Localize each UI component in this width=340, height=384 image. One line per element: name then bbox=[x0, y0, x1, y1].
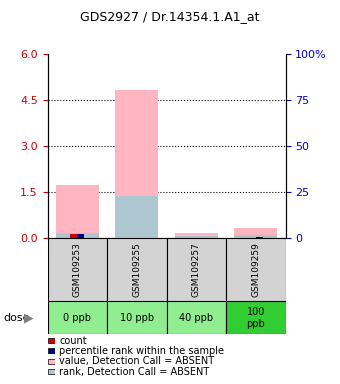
Text: ▶: ▶ bbox=[24, 311, 33, 324]
Text: percentile rank within the sample: percentile rank within the sample bbox=[59, 346, 224, 356]
Text: count: count bbox=[59, 336, 87, 346]
Bar bbox=[234, 235, 277, 238]
Bar bbox=[226, 301, 286, 334]
Text: GSM109257: GSM109257 bbox=[192, 242, 201, 297]
Text: 0 ppb: 0 ppb bbox=[63, 313, 91, 323]
Text: GSM109259: GSM109259 bbox=[251, 242, 260, 297]
Text: 10 ppb: 10 ppb bbox=[120, 313, 154, 323]
Bar bbox=[175, 236, 218, 238]
Bar bbox=[56, 185, 99, 238]
Bar bbox=[48, 348, 55, 354]
Text: value, Detection Call = ABSENT: value, Detection Call = ABSENT bbox=[59, 356, 215, 366]
Bar bbox=[167, 238, 226, 301]
Bar bbox=[48, 369, 55, 374]
Bar bbox=[77, 234, 84, 238]
Bar bbox=[175, 233, 218, 238]
Bar bbox=[234, 228, 277, 238]
Bar bbox=[56, 233, 99, 238]
Bar bbox=[48, 238, 107, 301]
Text: dose: dose bbox=[3, 313, 30, 323]
Bar bbox=[115, 90, 158, 238]
Text: 100
ppb: 100 ppb bbox=[246, 307, 265, 329]
Bar bbox=[48, 338, 55, 343]
Text: rank, Detection Call = ABSENT: rank, Detection Call = ABSENT bbox=[59, 367, 210, 377]
Text: GSM109255: GSM109255 bbox=[132, 242, 141, 297]
Bar bbox=[115, 196, 158, 238]
Bar bbox=[107, 301, 167, 334]
Bar bbox=[226, 238, 286, 301]
Bar bbox=[48, 301, 107, 334]
Bar bbox=[48, 359, 55, 364]
Bar bbox=[167, 301, 226, 334]
Text: GSM109253: GSM109253 bbox=[73, 242, 82, 297]
Bar bbox=[107, 238, 167, 301]
Text: 40 ppb: 40 ppb bbox=[179, 313, 214, 323]
Bar bbox=[70, 234, 77, 238]
Bar bbox=[256, 237, 263, 238]
Text: GDS2927 / Dr.14354.1.A1_at: GDS2927 / Dr.14354.1.A1_at bbox=[80, 10, 260, 23]
